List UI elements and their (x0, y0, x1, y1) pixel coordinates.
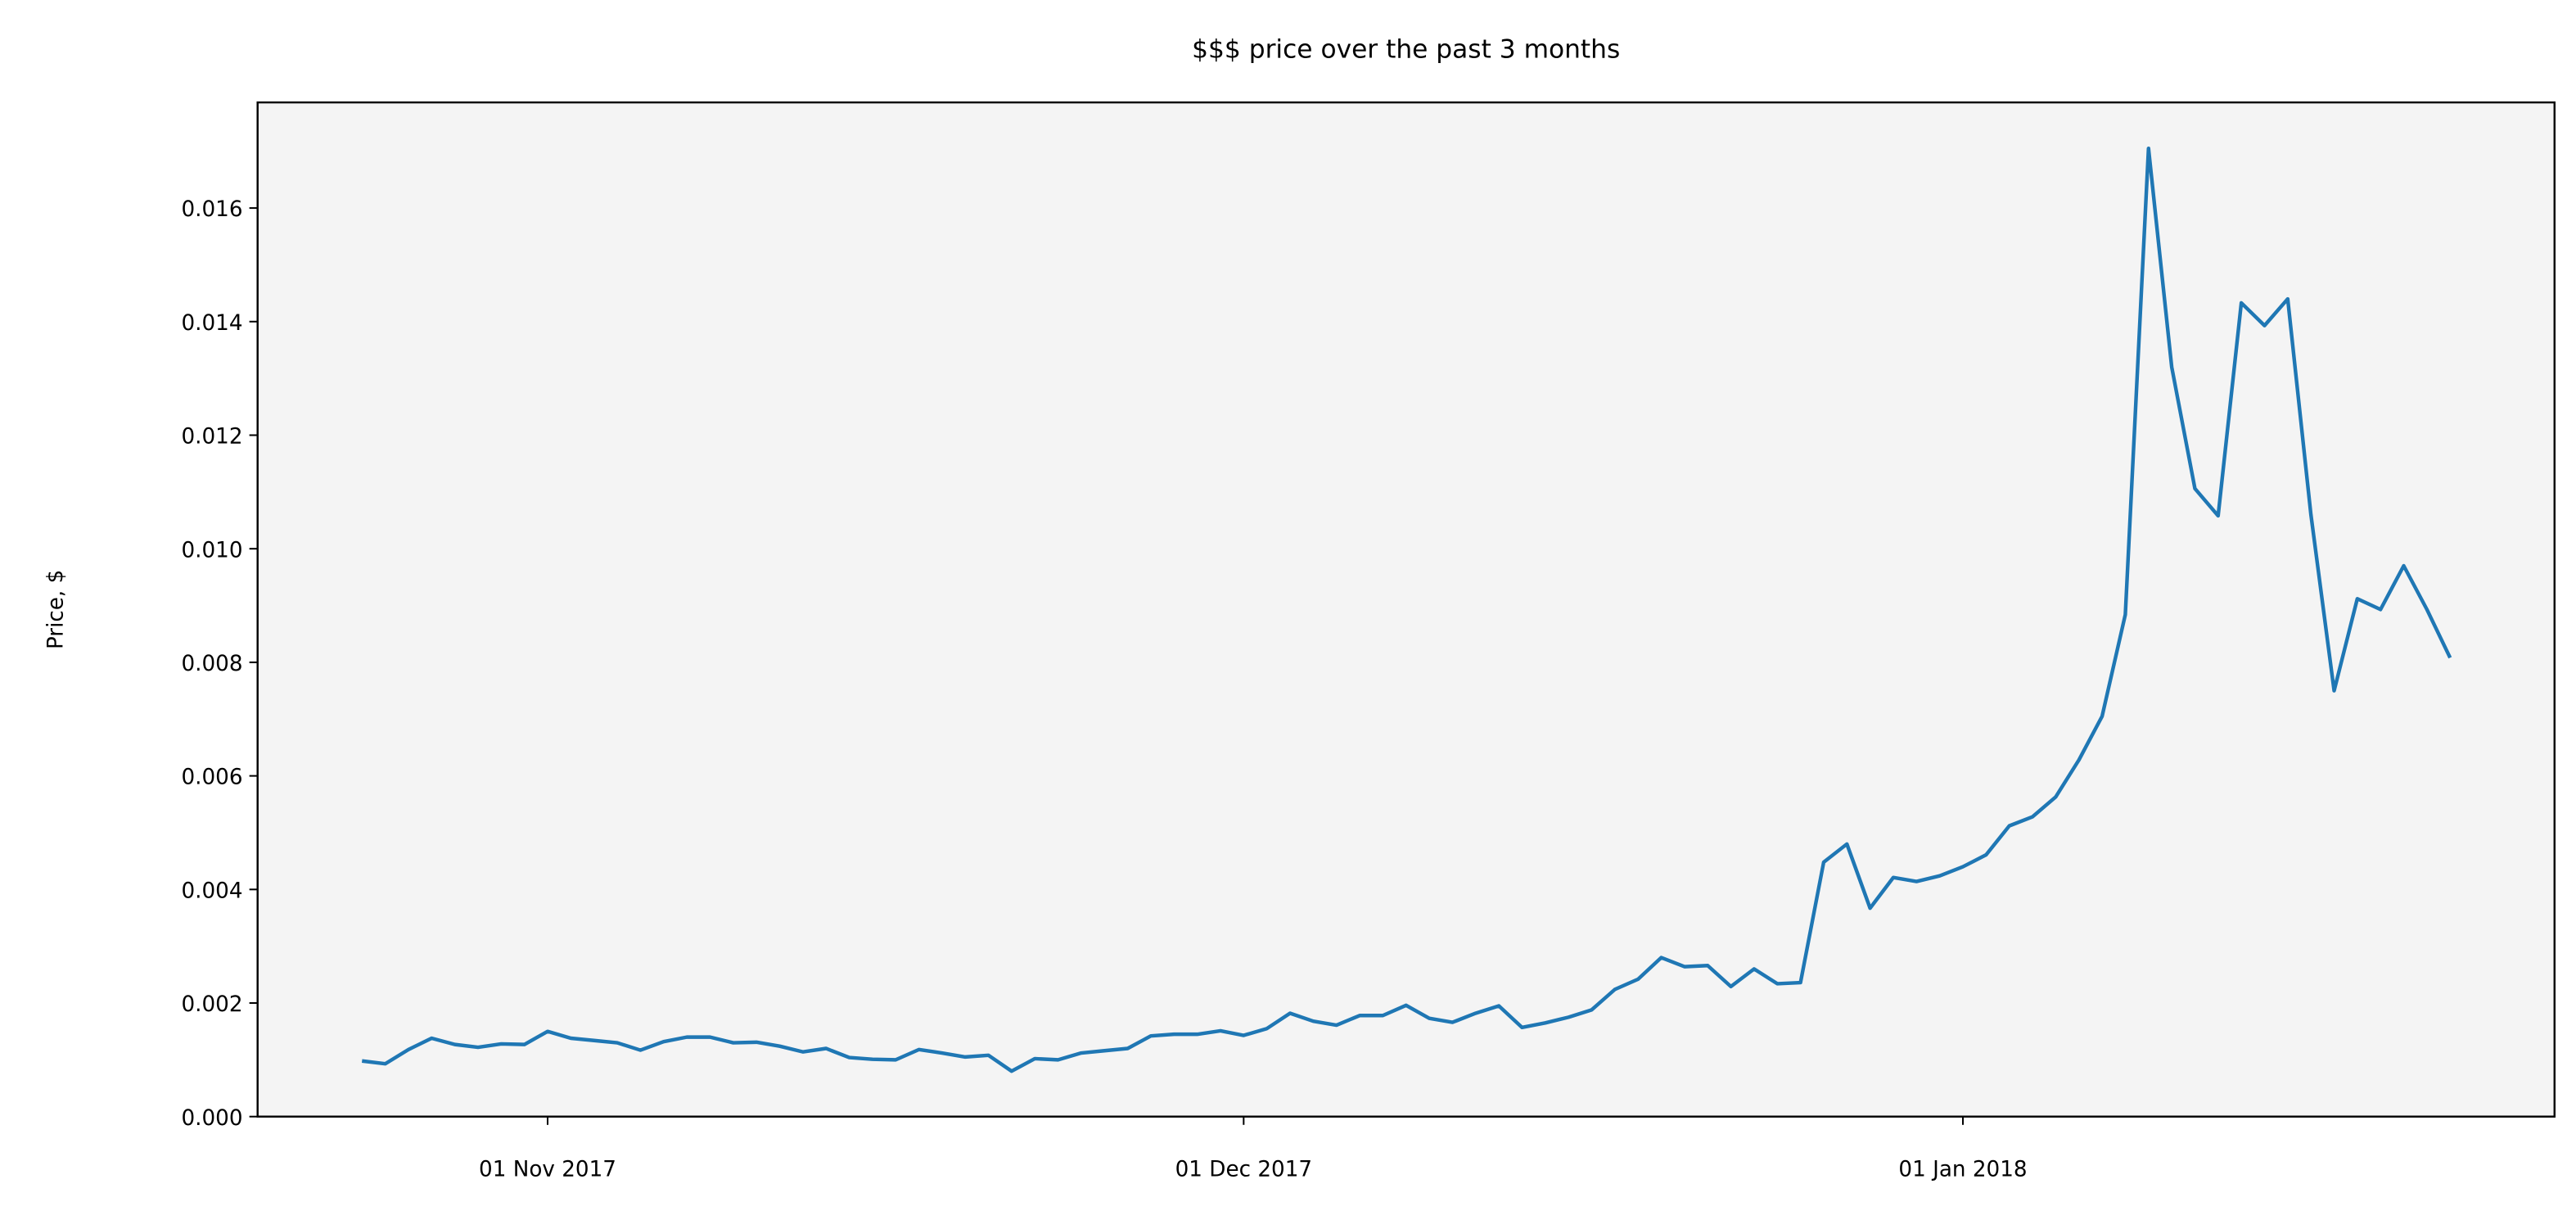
y-tick-label: 0.006 (181, 766, 242, 790)
plot-area (257, 102, 2555, 1117)
y-tick-label: 0.012 (181, 425, 242, 450)
y-tick-label: 0.004 (181, 879, 242, 903)
y-tick-label: 0.016 (181, 197, 242, 222)
x-tick-label: 01 Nov 2017 (479, 1157, 616, 1182)
y-tick-label: 0.000 (181, 1106, 242, 1131)
x-tick-label: 01 Jan 2018 (1898, 1157, 2027, 1182)
chart-title: $$$ price over the past 3 months (1192, 35, 1620, 65)
x-tick-label: 01 Dec 2017 (1175, 1157, 1313, 1182)
y-tick-label: 0.008 (181, 652, 242, 676)
y-tick-label: 0.014 (181, 311, 242, 336)
plot-frame (256, 101, 2556, 1118)
y-axis-label: Price, $ (44, 570, 69, 649)
price-line (361, 147, 2452, 1073)
y-tick-label: 0.002 (181, 992, 242, 1017)
y-tick-label: 0.010 (181, 538, 242, 563)
